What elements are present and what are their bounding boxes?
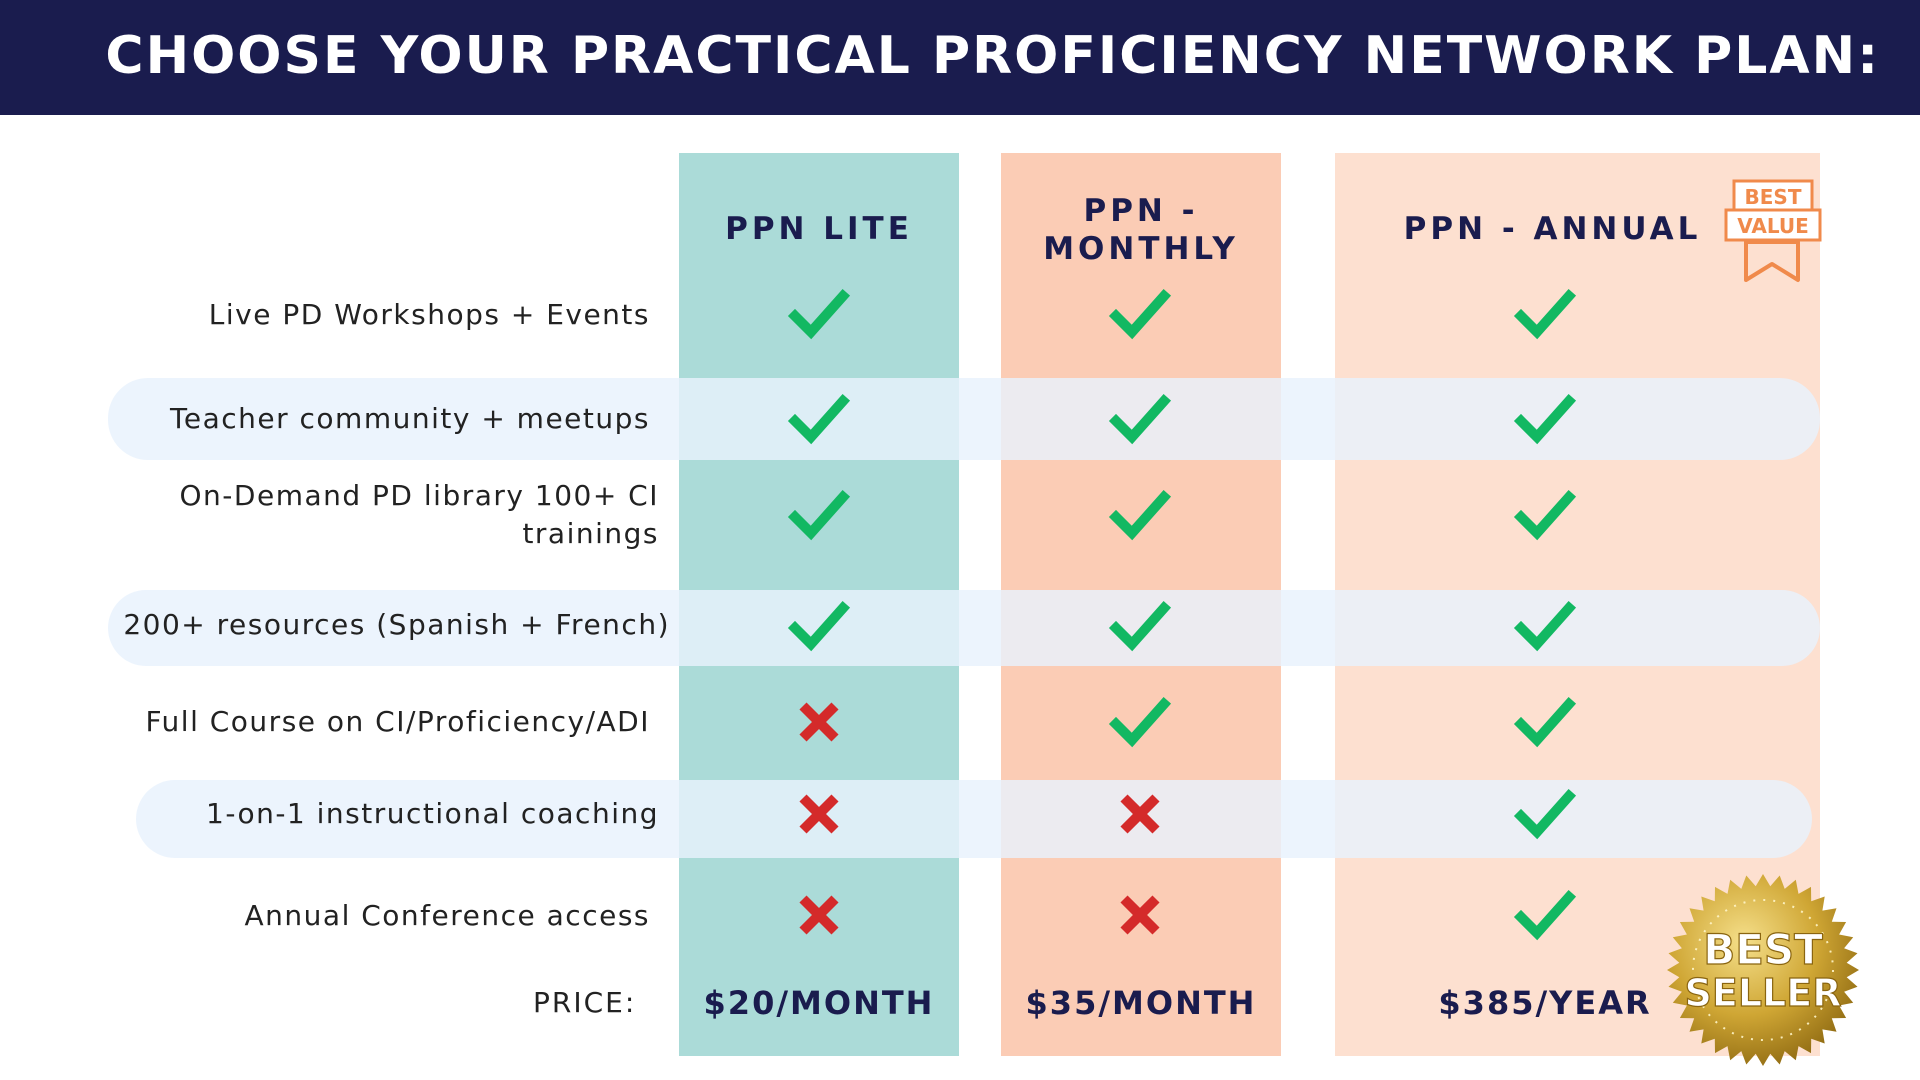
feature-label-on-demand-library: On-Demand PD library 100+ CI trainings — [179, 479, 659, 550]
plan-name-annual: PPN - ANNUAL — [1403, 211, 1702, 247]
cross-icon — [1108, 883, 1172, 947]
best-seller-badge: BEST SELLER — [1663, 870, 1863, 1070]
check-icon — [1513, 387, 1577, 451]
ribbon-icon: BEST VALUE — [1724, 179, 1822, 282]
feature-label-conference: Annual Conference access — [244, 899, 650, 932]
gold-seal-icon: BEST SELLER — [1667, 874, 1859, 1066]
feature-label-resources: 200+ resources (Spanish + French) — [123, 608, 670, 641]
check-icon — [1108, 387, 1172, 451]
check-icon — [1513, 883, 1577, 947]
cross-icon — [787, 782, 851, 846]
check-icon — [1108, 282, 1172, 346]
best-seller-text-1: BEST — [1703, 925, 1823, 974]
best-seller-text-2: SELLER — [1685, 971, 1842, 1015]
check-icon — [1513, 782, 1577, 846]
price-label: PRICE: — [533, 986, 637, 1019]
price-annual: $385/YEAR — [1438, 984, 1652, 1022]
price-monthly: $35/MONTH — [1025, 984, 1257, 1022]
row-highlight-band — [136, 780, 1812, 858]
check-icon — [1108, 690, 1172, 754]
feature-label-teacher-community: Teacher community + meetups — [170, 402, 650, 435]
cross-icon — [1108, 782, 1172, 846]
row-highlight-band — [108, 378, 1820, 460]
best-value-badge: BEST VALUE — [1724, 178, 1824, 286]
page-title: CHOOSE YOUR PRACTICAL PROFICIENCY NETWOR… — [105, 26, 1880, 86]
best-value-text-1: BEST — [1745, 185, 1802, 209]
check-icon — [787, 282, 851, 346]
plan-name-monthly: PPN - MONTHLY — [1043, 193, 1239, 267]
cross-icon — [787, 883, 851, 947]
check-icon — [787, 594, 851, 658]
row-highlight-band — [108, 590, 1820, 666]
plan-name-lite: PPN LITE — [725, 211, 913, 247]
feature-label-coaching: 1-on-1 instructional coaching — [206, 797, 659, 830]
feature-label-live-pd: Live PD Workshops + Events — [208, 298, 650, 331]
best-value-text-2: VALUE — [1737, 214, 1809, 238]
check-icon — [1108, 594, 1172, 658]
check-icon — [1513, 690, 1577, 754]
check-icon — [787, 387, 851, 451]
cross-icon — [787, 690, 851, 754]
header-bar: CHOOSE YOUR PRACTICAL PROFICIENCY NETWOR… — [0, 0, 1920, 115]
check-icon — [1513, 483, 1577, 547]
check-icon — [1108, 483, 1172, 547]
check-icon — [787, 483, 851, 547]
check-icon — [1513, 594, 1577, 658]
feature-label-full-course: Full Course on CI/Proficiency/ADI — [145, 705, 650, 738]
check-icon — [1513, 282, 1577, 346]
price-lite: $20/MONTH — [703, 984, 935, 1022]
